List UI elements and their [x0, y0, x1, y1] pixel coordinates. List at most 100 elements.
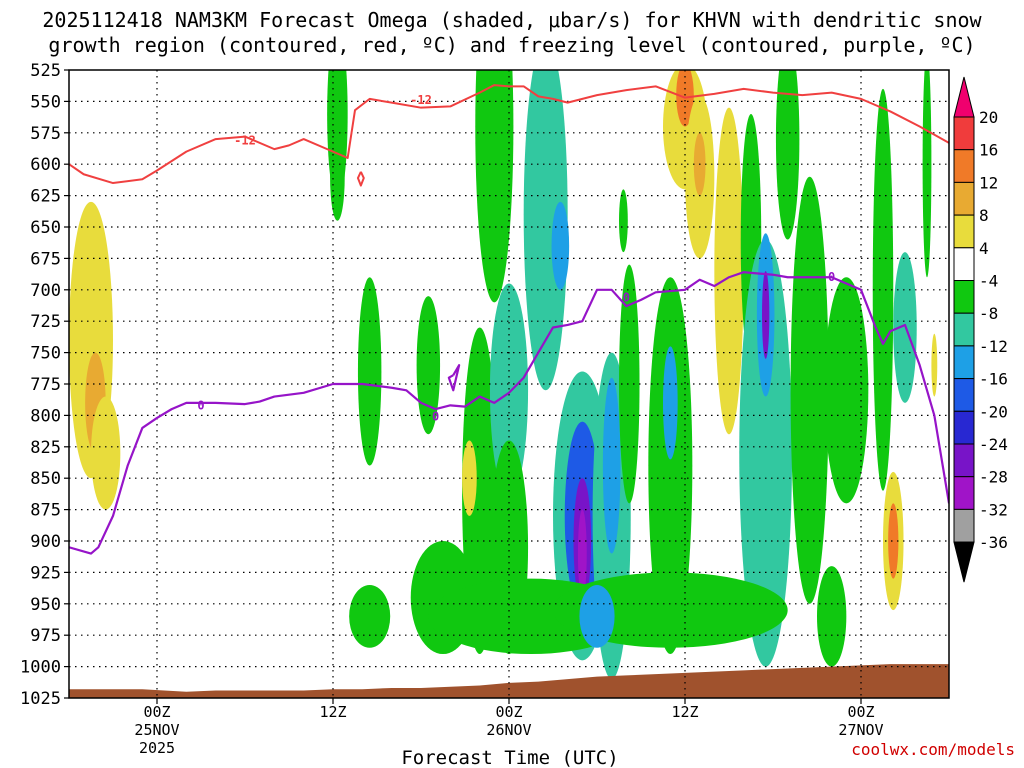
omega-cell: [330, 132, 345, 221]
y-tick-label: 925: [30, 563, 61, 583]
omega-cell: [349, 584, 391, 648]
y-tick-label: 750: [30, 344, 61, 364]
omega-cell: [91, 396, 121, 510]
omega-cell: [648, 277, 693, 655]
x-tick-label: 2025: [139, 739, 175, 757]
colorbar-segment: [953, 181, 975, 216]
y-tick-label: 525: [30, 61, 61, 81]
grid-lines: [69, 70, 949, 698]
omega-cell: [824, 277, 869, 504]
colorbar-segment: [953, 378, 975, 412]
omega-cell: [775, 70, 800, 240]
y-tick-label: 650: [30, 218, 61, 238]
omega-cell: [762, 270, 770, 359]
colorbar-label: -28: [979, 468, 1008, 487]
x-tick-label: 00Z: [495, 703, 522, 721]
colorbar-label: -8: [979, 304, 998, 323]
omega-cell: [739, 239, 793, 667]
dgz-contour-label: -12: [234, 133, 256, 147]
y-tick-label: 850: [30, 469, 61, 489]
colorbar-segment: [953, 476, 975, 510]
colorbar-segment: [953, 508, 975, 543]
y-tick-label: 900: [30, 532, 61, 552]
y-tick-label: 800: [30, 406, 61, 426]
omega-cell: [489, 283, 529, 498]
x-tick-label: 00Z: [847, 703, 874, 721]
colorbar-label: 16: [979, 141, 998, 160]
colorbar-label: -32: [979, 500, 1008, 519]
x-tick-label: 12Z: [671, 703, 698, 721]
y-tick-label: 600: [30, 155, 61, 175]
omega-cell: [888, 503, 899, 579]
y-tick-label: 625: [30, 187, 61, 207]
omega-cell: [931, 333, 938, 397]
dgz-contour-closed: [356, 171, 365, 187]
x-tick-label: 00Z: [143, 703, 170, 721]
freezing-contour-label: 0: [623, 290, 630, 304]
colorbar-segment: [953, 345, 975, 380]
freezing-level-line: [69, 271, 949, 555]
omega-cell: [577, 509, 587, 598]
colorbar-label: 4: [979, 239, 989, 258]
colorbar-segment: [953, 116, 975, 151]
x-tick-label: 26NOV: [486, 721, 531, 739]
dgz-contour-label: -12: [410, 93, 432, 107]
omega-cell: [619, 264, 640, 504]
x-axis-label: Forecast Time (UTC): [401, 747, 618, 768]
omega-cell: [817, 566, 847, 667]
omega-cell: [416, 296, 441, 435]
omega-cell: [579, 584, 615, 648]
y-tick-label: 1000: [20, 658, 61, 678]
y-tick-label: 575: [30, 124, 61, 144]
colorbar-label: -24: [979, 435, 1008, 454]
omega-cell: [475, 70, 514, 303]
freezing-contour-label: 0: [197, 398, 204, 412]
x-tick-label: 25NOV: [134, 721, 179, 739]
colorbar: 20 16 12 8 4 -4 -8 -12 -16 -20 -24 -28 -32 -36: [953, 76, 1008, 583]
omega-cell: [357, 277, 382, 466]
colorbar-label: 12: [979, 173, 998, 192]
colorbar-segment: [953, 247, 975, 282]
y-tick-label: 775: [30, 375, 61, 395]
colorbar-label: 8: [979, 206, 989, 225]
omega-cell: [462, 440, 477, 516]
terrain-fill: [69, 664, 949, 698]
y-tick-label: 875: [30, 501, 61, 521]
y-tick-label: 950: [30, 595, 61, 615]
y-tick-label: 675: [30, 249, 61, 269]
colorbar-top-triangle: [953, 76, 975, 118]
colorbar-segment: [953, 443, 975, 478]
contour-lines: -12 -12 0 0 0 0: [69, 84, 949, 555]
x-tick-label: 12Z: [319, 703, 346, 721]
omega-cell: [462, 327, 498, 655]
y-tick-label: 550: [30, 92, 61, 112]
colorbar-segment: [953, 149, 975, 183]
freezing-contour-label: 0: [432, 410, 439, 424]
colorbar-segment: [953, 312, 975, 347]
y-tick-label: 725: [30, 312, 61, 332]
colorbar-label: -20: [979, 402, 1008, 421]
y-tick-label: 825: [30, 438, 61, 458]
y-tick-label: 700: [30, 281, 61, 301]
x-tick-label: 27NOV: [838, 721, 883, 739]
colorbar-label: 20: [979, 108, 998, 127]
terrain-layer: [69, 664, 949, 698]
omega-cell: [523, 70, 568, 391]
freezing-level-closed: [447, 364, 461, 392]
credit-text: coolwx.com/models: [851, 740, 1015, 759]
y-tick-label: 975: [30, 626, 61, 646]
colorbar-segment: [953, 280, 975, 314]
omega-cell: [551, 201, 570, 290]
chart-title-line2: growth region (contoured, red, ºC) and f…: [48, 33, 975, 57]
y-tick-label: 1025: [20, 689, 61, 709]
colorbar-bottom-triangle: [953, 541, 975, 583]
colorbar-label: -36: [979, 533, 1008, 552]
omega-cell: [619, 189, 628, 253]
colorbar-segment: [953, 214, 975, 249]
freezing-contour-label: 0: [828, 270, 835, 284]
colorbar-label: -16: [979, 370, 1008, 389]
omega-shading: [69, 70, 938, 680]
omega-cell: [714, 107, 744, 435]
